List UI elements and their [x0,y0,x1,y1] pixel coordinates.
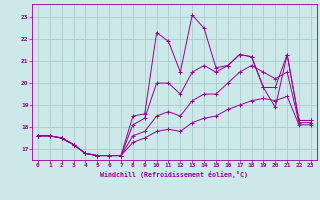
X-axis label: Windchill (Refroidissement éolien,°C): Windchill (Refroidissement éolien,°C) [100,171,248,178]
